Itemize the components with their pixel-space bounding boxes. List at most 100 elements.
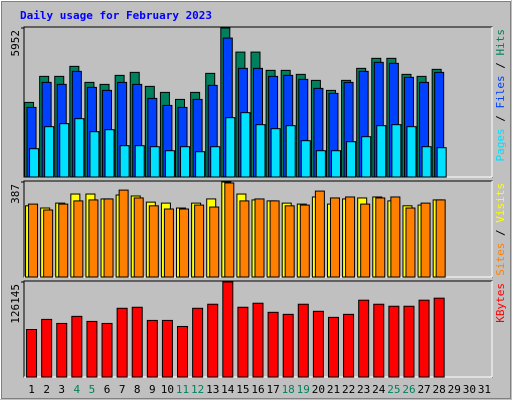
chart-title: Daily usage for February 2023 xyxy=(20,9,212,22)
bar xyxy=(149,146,160,178)
bar xyxy=(329,197,340,278)
bar xyxy=(435,199,446,278)
bar xyxy=(89,131,100,178)
bar xyxy=(421,146,432,178)
legend-entry: Sites xyxy=(494,243,507,276)
bar xyxy=(164,150,175,178)
bar xyxy=(58,203,69,278)
x-tick-label: 13 xyxy=(206,383,219,396)
bar xyxy=(390,196,401,278)
bar xyxy=(420,202,431,278)
bar xyxy=(74,118,85,178)
x-tick-label: 17 xyxy=(266,383,279,396)
legend-entry: Files xyxy=(494,75,507,108)
x-tick-label: 22 xyxy=(342,383,355,396)
x-tick-label: 1 xyxy=(28,383,35,396)
bar xyxy=(267,311,279,378)
bar xyxy=(240,112,251,178)
bar xyxy=(391,124,402,178)
bar xyxy=(299,204,310,278)
bar xyxy=(252,302,264,378)
bar xyxy=(86,320,98,378)
x-tick-label: 31 xyxy=(478,383,491,396)
x-tick-label: 4 xyxy=(74,383,81,396)
bar xyxy=(210,146,221,178)
bar xyxy=(71,315,83,378)
legend-separator: / xyxy=(494,56,507,76)
bar xyxy=(376,125,387,178)
x-tick-label: 18 xyxy=(282,383,295,396)
bar xyxy=(239,200,250,278)
bar xyxy=(315,150,326,178)
bar xyxy=(418,299,430,378)
bar xyxy=(148,205,159,278)
y-tick-label: 5952 xyxy=(9,30,22,57)
bar xyxy=(225,117,236,178)
x-tick-label: 6 xyxy=(104,383,111,396)
x-tick-label: 8 xyxy=(134,383,141,396)
bar xyxy=(327,316,339,378)
legend: KBytes xyxy=(494,283,507,323)
bar xyxy=(44,126,55,178)
legend-entry: KBytes xyxy=(494,283,507,323)
bar xyxy=(360,203,371,278)
bar xyxy=(146,319,158,378)
x-tick-label: 24 xyxy=(372,383,386,396)
bar xyxy=(88,199,99,278)
legend-separator: / xyxy=(494,223,507,243)
bar xyxy=(436,147,447,178)
bar xyxy=(388,305,400,378)
bar xyxy=(59,123,70,178)
bar xyxy=(255,124,266,178)
bar xyxy=(195,151,206,178)
bar xyxy=(222,281,234,378)
x-tick-label: 29 xyxy=(448,383,461,396)
bar xyxy=(207,303,219,378)
bar xyxy=(284,205,295,278)
bar xyxy=(345,196,356,278)
bar xyxy=(41,318,53,378)
bar xyxy=(103,198,114,278)
x-tick-label: 27 xyxy=(417,383,430,396)
x-tick-label: 3 xyxy=(58,383,65,396)
bar xyxy=(361,136,372,178)
bar xyxy=(224,182,235,278)
legend-entry: Hits xyxy=(494,29,507,56)
bar xyxy=(375,197,386,278)
bar xyxy=(270,128,281,178)
bar xyxy=(133,197,144,278)
legend-entry: Visits xyxy=(494,183,507,223)
bar xyxy=(269,200,280,278)
bar xyxy=(101,322,113,378)
bar xyxy=(237,306,249,378)
x-tick-label: 11 xyxy=(176,383,189,396)
bar xyxy=(118,189,129,278)
legend-entry: Pages xyxy=(494,128,507,161)
x-tick-label: 15 xyxy=(236,383,249,396)
bar xyxy=(297,303,309,378)
bar xyxy=(285,125,296,178)
bar xyxy=(180,146,191,178)
bar xyxy=(131,306,143,378)
x-tick-label: 26 xyxy=(402,383,415,396)
y-tick-label: 387 xyxy=(9,184,22,204)
bar xyxy=(358,299,370,378)
x-tick-label: 19 xyxy=(297,383,310,396)
x-tick-label: 7 xyxy=(119,383,126,396)
x-tick-label: 2 xyxy=(43,383,50,396)
bar xyxy=(433,297,445,378)
bar xyxy=(330,150,341,178)
x-tick-label: 16 xyxy=(251,383,264,396)
bar xyxy=(192,307,204,378)
bar xyxy=(343,313,355,378)
x-tick-label: 25 xyxy=(387,383,400,396)
x-tick-label: 28 xyxy=(433,383,446,396)
bar xyxy=(282,313,294,378)
bar xyxy=(312,310,324,378)
bar xyxy=(403,305,415,378)
x-tick-label: 20 xyxy=(312,383,325,396)
bar xyxy=(134,145,145,178)
x-tick-label: 5 xyxy=(89,383,96,396)
